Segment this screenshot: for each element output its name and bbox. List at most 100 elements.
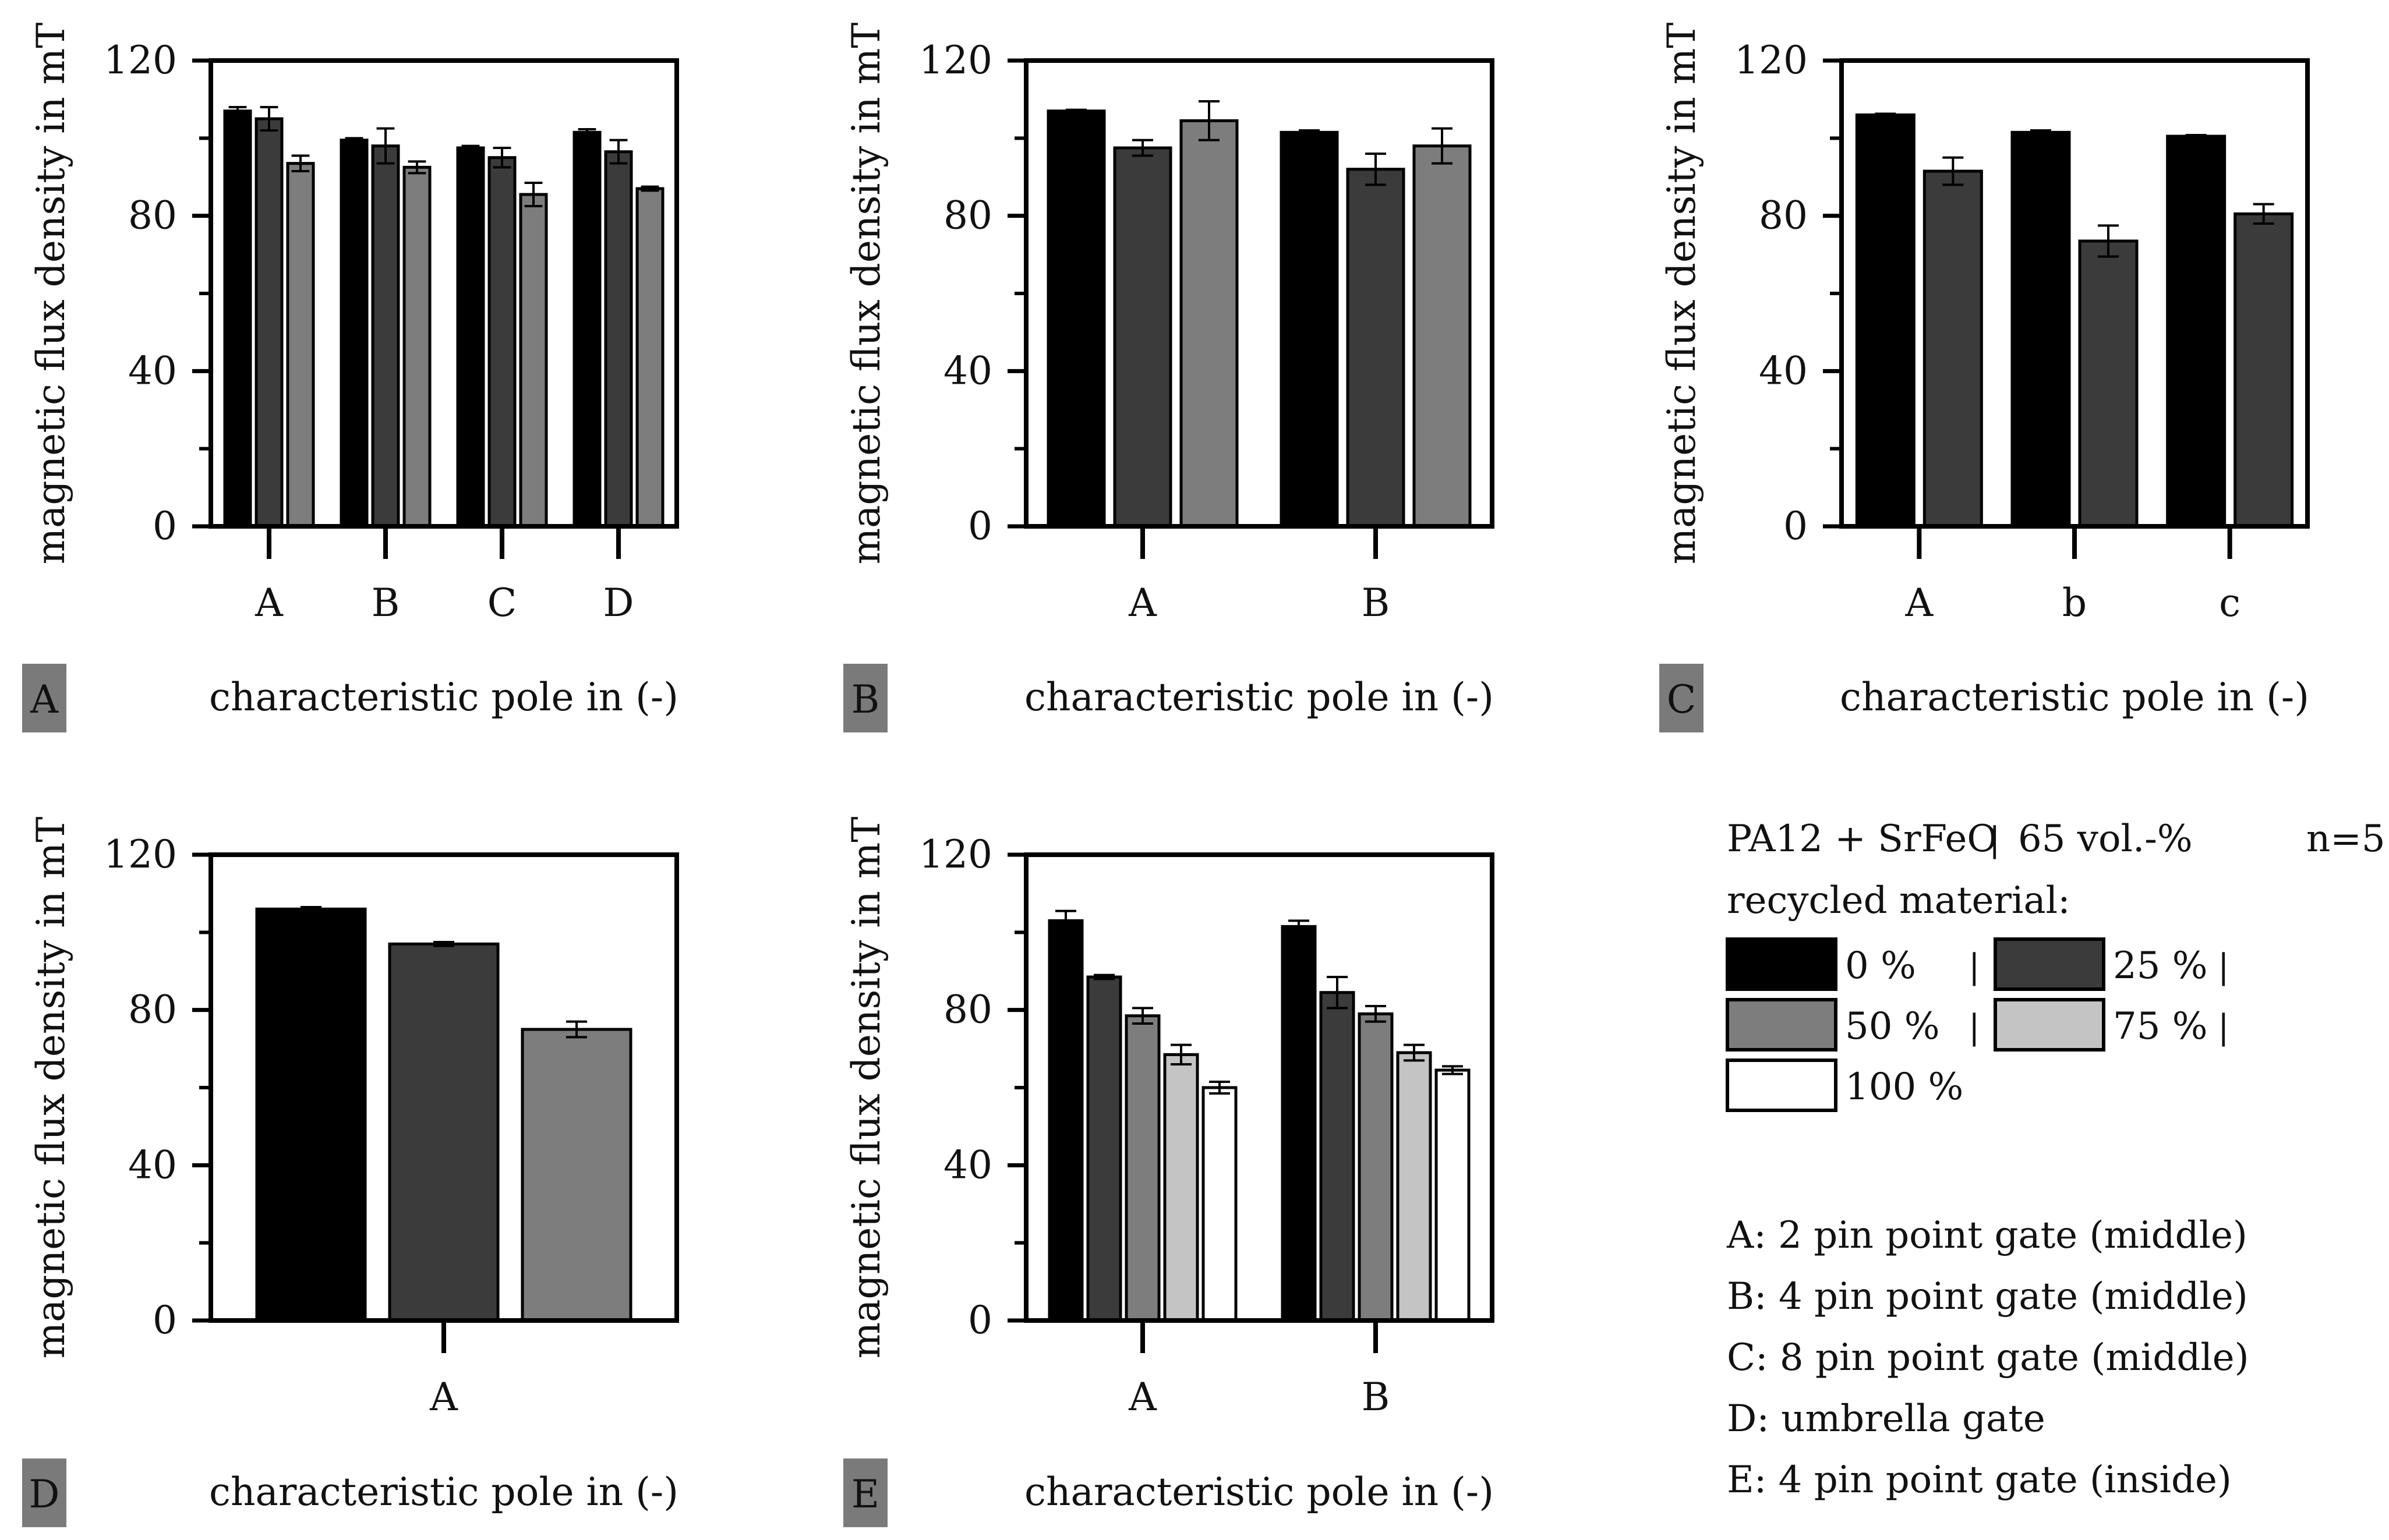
bar-d-a-s2 (521, 1028, 632, 1322)
legend-label-50: 50 % (1845, 1005, 1940, 1048)
y-axis-label: magnetic flux density in mT (844, 817, 889, 1359)
y-tick-label: 0 (968, 1298, 992, 1343)
bar-a-c-s2 (519, 193, 548, 528)
legend: PA12 + SrFeO | 65 vol.-% n=5 recycled ma… (1726, 817, 2386, 1502)
x-axis-label: characteristic pole in (-) (1024, 1470, 1494, 1514)
bar-b-b-s2 (1412, 144, 1472, 528)
bar-c-b-s1 (2078, 239, 2139, 528)
error-bar-e-b-s0 (1288, 919, 1309, 934)
x-tick-label: A (1128, 580, 1157, 625)
error-bar-a-b-s1 (376, 127, 395, 165)
bar-c-a-s1 (1922, 169, 1983, 528)
bar-a-d-s1 (604, 150, 633, 528)
bar-e-b-s4 (1434, 1068, 1471, 1322)
bar-a-a-s2 (286, 162, 315, 528)
legend-note-c: C: 8 pin point gate (middle) (1727, 1336, 2249, 1379)
bar-e-b-s3 (1396, 1051, 1432, 1322)
bar-a-b-s2 (402, 165, 432, 528)
panel-tag-box (22, 664, 66, 732)
x-tick-label: D (603, 580, 634, 625)
bar-b-a-s0 (1047, 109, 1106, 528)
x-tick-label: A (1904, 580, 1934, 625)
bar-a-d-s2 (635, 187, 665, 528)
bar-e-b-s1 (1319, 991, 1355, 1322)
error-bar-e-a-s0 (1055, 909, 1076, 932)
y-tick-label: 0 (968, 504, 992, 548)
y-tick-label: 80 (943, 987, 992, 1032)
legend-separator: | (1989, 820, 2001, 859)
error-bar-d-a-s2 (566, 1020, 587, 1039)
y-tick-label: 0 (153, 504, 177, 548)
error-bar-e-b-s4 (1442, 1065, 1463, 1075)
x-tick-label: A (429, 1375, 458, 1419)
y-tick-label: 40 (128, 348, 177, 393)
panel-tag-label: B (851, 677, 880, 722)
legend-label-100: 100 % (1845, 1065, 1963, 1109)
x-tick-label: C (487, 580, 517, 625)
y-tick-label: 40 (128, 1142, 177, 1187)
panel-tag-box (1659, 664, 1704, 732)
legend-suffix-75: | (2218, 1007, 2229, 1047)
legend-note-e: E: 4 pin point gate (inside) (1727, 1458, 2232, 1502)
bar-e-a-s2 (1125, 1014, 1161, 1322)
bar-e-b-s0 (1281, 925, 1317, 1322)
legend-n: n=5 (2306, 817, 2386, 861)
y-tick-label: 120 (1734, 38, 1808, 83)
panel-tag-box (843, 664, 888, 732)
y-tick-label: 80 (128, 987, 177, 1032)
error-bar-b-b-s1 (1365, 153, 1386, 186)
x-axis-label: characteristic pole in (-) (209, 1470, 678, 1514)
legend-swatch-0 (1726, 937, 1837, 991)
x-tick-label: b (2062, 580, 2087, 625)
error-bar-a-a-s2 (291, 154, 310, 172)
legend-subtitle: recycled material: (1727, 879, 2070, 922)
legend-note-a: A: 2 pin point gate (middle) (1726, 1214, 2247, 1257)
error-bar-b-a-s2 (1199, 100, 1220, 141)
legend-label-25: 25 % (2113, 944, 2208, 987)
bar-e-a-s0 (1048, 919, 1084, 1322)
bar-b-b-s1 (1346, 168, 1405, 528)
legend-note-d: D: umbrella gate (1727, 1397, 2045, 1440)
y-tick-label: 80 (1759, 193, 1808, 238)
bar-c-a-s0 (1855, 113, 1916, 528)
error-bar-b-a-s1 (1132, 139, 1153, 157)
x-axis-label: characteristic pole in (-) (209, 675, 678, 720)
error-bar-e-b-s2 (1365, 1005, 1386, 1023)
legend-swatch-100 (1726, 1058, 1837, 1112)
legend-note-b: B: 4 pin point gate (middle) (1727, 1275, 2248, 1318)
chart-panel-c: 0 40 80 120 A b c magnetic flux density in mT ch… (1659, 23, 2310, 732)
bar-a-a-s1 (255, 117, 284, 528)
y-tick-label: 0 (153, 1298, 177, 1343)
legend-swatch-75 (1994, 998, 2105, 1052)
y-tick-label: 80 (128, 193, 177, 238)
bar-a-a-s0 (223, 109, 252, 528)
error-bar-a-c-s1 (493, 147, 511, 169)
y-axis-label: magnetic flux density in mT (844, 23, 889, 565)
error-bar-c-b-s0 (2030, 129, 2051, 136)
x-tick-label: A (255, 580, 284, 625)
y-axis-label: magnetic flux density in mT (29, 817, 73, 1359)
x-axis-label: characteristic pole in (-) (1840, 675, 2309, 720)
y-tick-label: 120 (919, 832, 992, 877)
bar-d-a-s1 (388, 942, 500, 1322)
error-bar-c-a-s0 (1875, 112, 1896, 118)
error-bar-a-b-s2 (408, 160, 426, 175)
y-tick-label: 80 (943, 193, 992, 238)
panel-tag-box (843, 1458, 888, 1527)
bar-e-a-s4 (1201, 1086, 1238, 1322)
error-bar-e-a-s3 (1171, 1043, 1192, 1065)
error-bar-a-d-s0 (578, 128, 596, 137)
y-tick-label: 40 (943, 1142, 992, 1187)
bar-a-c-s1 (487, 156, 517, 528)
bar-d-a-s0 (255, 907, 367, 1322)
bar-a-b-s0 (340, 139, 369, 528)
legend-label-75: 75 % (2113, 1005, 2208, 1048)
x-tick-label: B (1362, 1375, 1390, 1419)
bar-a-b-s1 (371, 144, 400, 528)
y-tick-label: 120 (104, 832, 177, 877)
error-bar-e-b-s1 (1327, 976, 1348, 1010)
error-bar-a-c-s2 (524, 182, 543, 207)
